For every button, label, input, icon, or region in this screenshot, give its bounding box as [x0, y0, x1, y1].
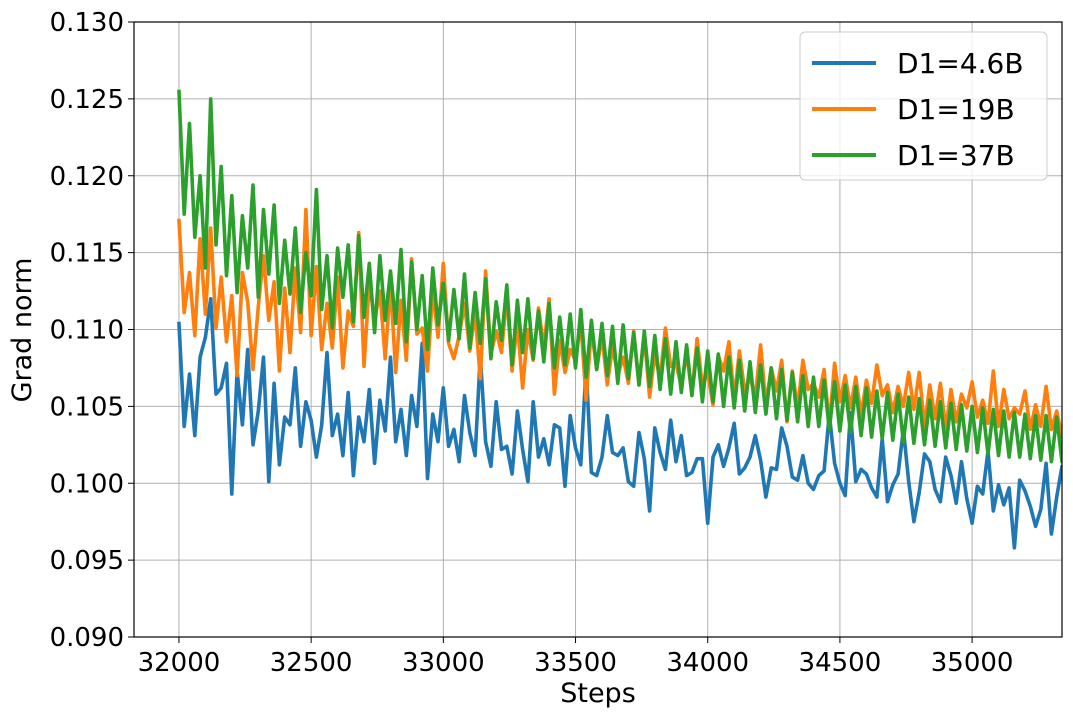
x-tick-label: 34000: [666, 648, 749, 678]
x-tick-label: 33500: [534, 648, 617, 678]
legend-label: D1=37B: [897, 139, 1015, 172]
x-tick-label: 32500: [270, 648, 353, 678]
y-tick-label: 0.130: [50, 8, 124, 38]
legend-box: [799, 31, 1048, 181]
series-layer: [177, 89, 1062, 550]
y-tick-label: 0.090: [50, 623, 124, 653]
x-axis-label: Steps: [560, 678, 636, 709]
y-tick-label: 0.095: [50, 546, 124, 576]
x-tick-label: 35000: [931, 648, 1014, 678]
y-axis-ticks: 0.090 0.095 0.100 0.105 0.110 0.115 0.120 0.125…: [50, 8, 134, 653]
x-axis-ticks: 32000 32500 33000 33500 34000 34500 35000: [138, 637, 1014, 678]
x-tick-label: 33000: [402, 648, 485, 678]
legend-label: D1=4.6B: [897, 47, 1024, 80]
series-line-d1-4-6b: [177, 296, 1062, 550]
y-tick-label: 0.115: [50, 239, 124, 269]
y-tick-label: 0.125: [50, 85, 124, 115]
x-tick-label: 32000: [138, 648, 221, 678]
series-line-d1-37b: [177, 89, 1062, 464]
legend-label: D1=19B: [897, 93, 1015, 126]
legend: D1=4.6B D1=19B D1=37B: [799, 31, 1048, 181]
y-axis-label: Grad norm: [7, 258, 38, 403]
y-tick-label: 0.120: [50, 162, 124, 192]
y-tick-label: 0.110: [50, 316, 124, 346]
y-tick-label: 0.100: [50, 469, 124, 499]
x-tick-label: 34500: [799, 648, 882, 678]
y-tick-label: 0.105: [50, 392, 124, 422]
